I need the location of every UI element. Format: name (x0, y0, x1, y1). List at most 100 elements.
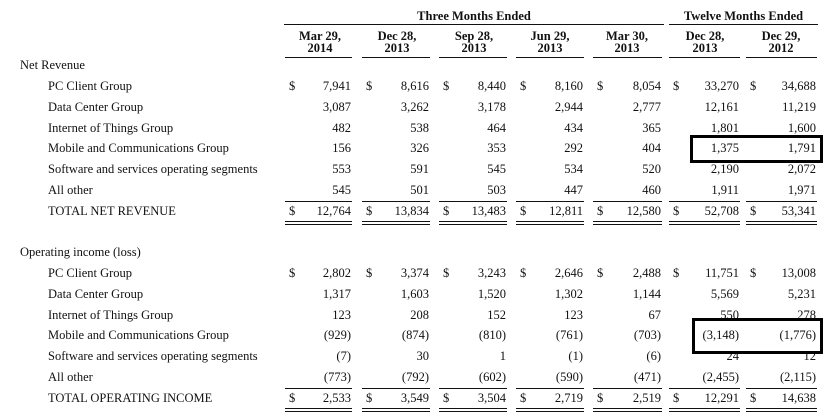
row-label: Data Center Group (48, 99, 144, 114)
rule (746, 410, 817, 412)
cell-value: 2,533 (322, 390, 351, 405)
currency: $ (673, 266, 680, 280)
rule (746, 407, 817, 409)
cell-value: 538 (410, 120, 429, 135)
currency: $ (673, 203, 680, 218)
currency: $ (366, 390, 373, 405)
rule (516, 200, 584, 202)
rule (669, 24, 818, 25)
currency: $ (750, 390, 757, 405)
currency: $ (289, 79, 296, 93)
cell-value: (810) (478, 328, 506, 343)
column-header: 2013 (461, 41, 487, 55)
cell-value: 1,375 (710, 141, 739, 156)
rule (439, 223, 507, 225)
currency: $ (289, 390, 296, 405)
column-header: Dec 28, (685, 29, 725, 43)
rule (439, 57, 507, 58)
cell-value: 12,811 (549, 203, 583, 218)
row-label: Mobile and Communications Group (48, 141, 229, 156)
currency: $ (520, 266, 527, 280)
rule (439, 387, 507, 389)
cell-value: 1,600 (787, 120, 816, 135)
rule (285, 223, 352, 225)
cell-value: 34,688 (781, 79, 816, 93)
currency: $ (520, 390, 527, 405)
currency: $ (520, 79, 527, 93)
cell-value: 591 (410, 162, 429, 177)
cell-value: 2,519 (632, 390, 661, 405)
cell-value: 553 (332, 162, 351, 177)
cell-value: 2,488 (632, 266, 661, 280)
currency: $ (443, 203, 450, 218)
cell-value: (6) (646, 349, 661, 364)
highlight-box (690, 135, 823, 163)
currency: $ (289, 203, 296, 218)
cell-value: 13,008 (781, 266, 816, 280)
rule (439, 407, 507, 409)
rule (669, 410, 740, 412)
row-label: Software and services operating segments (48, 349, 258, 364)
currency: $ (597, 79, 604, 93)
cell-value: 447 (564, 183, 583, 197)
cell-value: 5,569 (710, 286, 739, 301)
rule (285, 220, 352, 222)
cell-value: 1,791 (787, 141, 816, 156)
rule (284, 24, 664, 25)
cell-value: 3,374 (400, 266, 429, 280)
currency: $ (366, 266, 373, 280)
currency: $ (443, 266, 450, 280)
cell-value: 2,944 (554, 99, 583, 114)
currency: $ (289, 266, 296, 280)
cell-value: 501 (410, 183, 429, 197)
cell-value: (874) (401, 328, 429, 343)
column-header: Mar 29, (298, 29, 342, 43)
cell-value: 2,190 (710, 162, 739, 177)
rule (669, 57, 740, 58)
cell-value: 152 (487, 307, 506, 322)
cell-value: 156 (332, 141, 351, 156)
row-label: PC Client Group (48, 79, 133, 93)
rule (362, 220, 430, 222)
cell-value: 8,160 (554, 79, 583, 93)
rule (362, 200, 430, 202)
currency: $ (366, 79, 373, 93)
cell-value: (761) (555, 328, 583, 343)
rule (362, 223, 430, 225)
currency: $ (597, 203, 604, 218)
row-label: Data Center Group (48, 286, 144, 301)
cell-value: 8,440 (477, 79, 506, 93)
cell-value: 1,801 (710, 120, 739, 135)
currency: $ (443, 79, 450, 93)
cell-value: 11,219 (782, 99, 816, 114)
currency: $ (673, 390, 680, 405)
cell-value: 404 (642, 141, 661, 156)
rule (362, 57, 430, 58)
cell-value: 1,971 (787, 183, 816, 197)
rule (285, 407, 352, 409)
currency: $ (750, 79, 757, 93)
cell-value: 52,708 (704, 203, 739, 218)
currency: $ (597, 390, 604, 405)
cell-value: 292 (564, 141, 583, 156)
rule (669, 387, 740, 389)
cell-value: (2,115) (780, 370, 816, 384)
cell-value: (703) (633, 328, 661, 343)
cell-value: 1,603 (400, 286, 429, 301)
cell-value: (2,455) (702, 370, 739, 384)
rule (516, 407, 584, 409)
section-title: Net Revenue (20, 58, 85, 72)
cell-value: 3,262 (400, 99, 429, 114)
column-header: 2012 (768, 41, 794, 55)
cell-value: 1,520 (477, 286, 506, 301)
currency: $ (443, 390, 450, 405)
rule (593, 407, 662, 409)
cell-value: 2,719 (554, 390, 583, 405)
cell-value: 123 (332, 307, 351, 322)
cell-value: (3,148) (702, 328, 739, 343)
rule (516, 57, 584, 58)
cell-value: 353 (487, 141, 506, 156)
currency: $ (750, 266, 757, 280)
cell-value: 123 (564, 307, 583, 322)
cell-value: 520 (642, 162, 661, 177)
